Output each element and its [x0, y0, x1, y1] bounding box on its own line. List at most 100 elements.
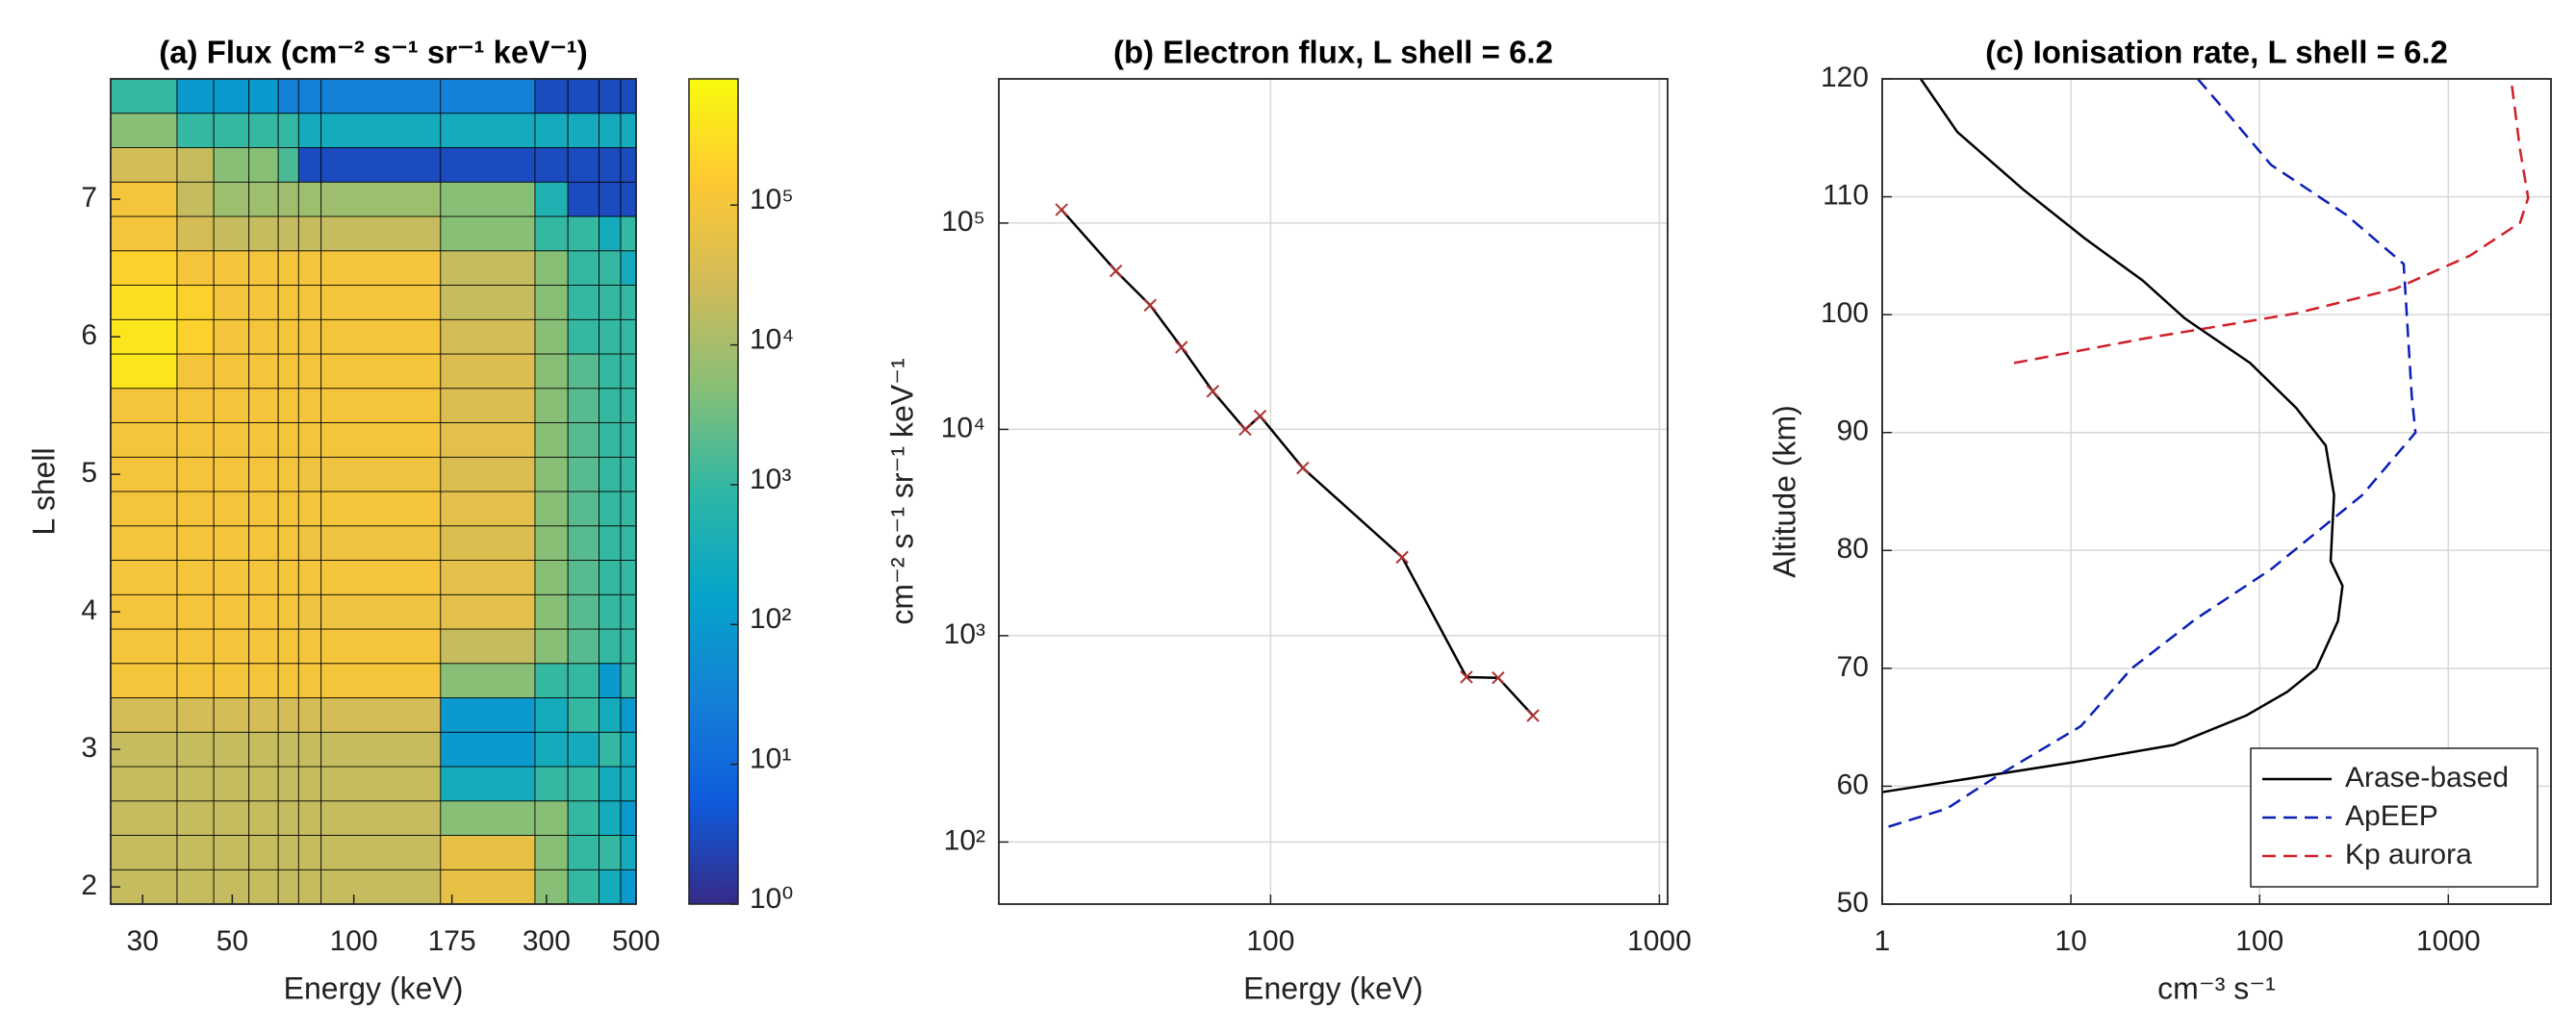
heatmap-cell	[320, 422, 442, 458]
heatmap-cell	[297, 147, 322, 183]
heatmap-cell	[248, 422, 279, 458]
heatmap-cell	[277, 388, 299, 423]
heatmap-cell	[534, 731, 569, 768]
heatmap-cell	[534, 560, 569, 595]
heatmap-cell	[320, 800, 442, 836]
x-axis-label: cm⁻³ s⁻¹	[2157, 970, 2276, 1005]
heatmap-cell	[110, 147, 178, 183]
heatmap-cell	[599, 215, 622, 252]
heatmap-cell	[176, 250, 215, 286]
heatmap-cell	[110, 388, 178, 423]
heatmap-cell	[297, 766, 322, 802]
heatmap-cell	[567, 800, 599, 836]
axes-frame	[1881, 78, 2552, 905]
data-marker	[1055, 203, 1068, 216]
heatmap-cell	[620, 525, 637, 561]
heatmap-cell	[440, 560, 536, 595]
heatmap-cell	[599, 697, 622, 733]
heatmap-cell	[277, 869, 299, 905]
heatmap-cell	[620, 388, 637, 423]
heatmap-cell	[320, 835, 442, 870]
heatmap-cell	[110, 491, 178, 527]
heatmap-cell	[599, 731, 622, 768]
heatmap-cell	[277, 285, 299, 320]
heatmap-cell	[320, 697, 442, 733]
heatmap-cell	[213, 318, 250, 355]
heatmap-cell	[176, 285, 215, 320]
heatmap-cell	[620, 215, 637, 252]
x-tick-label: 1	[1875, 925, 1891, 957]
heatmap-cell	[297, 835, 322, 870]
heatmap-cell	[110, 697, 178, 733]
heatmap-cell	[277, 113, 299, 148]
heatmap-cell	[176, 800, 215, 836]
heatmap-cell	[599, 766, 622, 802]
x-tick-label: 300	[523, 925, 571, 957]
heatmap-cell	[277, 422, 299, 458]
heatmap-cell	[620, 285, 637, 320]
heatmap-cell	[599, 800, 622, 836]
heatmap-cell	[534, 388, 569, 423]
heatmap-cell	[297, 869, 322, 905]
heatmap-cell	[534, 766, 569, 802]
heatmap-cell	[534, 250, 569, 286]
heatmap-cell	[567, 456, 599, 492]
legend-label: Kp aurora	[2345, 839, 2472, 870]
y-tick-label: 70	[1837, 651, 1869, 683]
panel: (c) Ionisation rate, L shell = 6.2 cm⁻³ s…	[1767, 35, 2552, 1005]
heatmap-cell	[620, 731, 637, 768]
heatmap-cell	[534, 491, 569, 527]
heatmap-cell	[567, 250, 599, 286]
y-tick-label: 90	[1837, 416, 1869, 447]
heatmap-cell	[599, 422, 622, 458]
heatmap-cell	[277, 78, 299, 114]
heatmap-cell	[440, 215, 536, 252]
heatmap-cell	[277, 525, 299, 561]
heatmap-cell	[599, 147, 622, 183]
data-marker	[1143, 298, 1157, 312]
heatmap-cell	[176, 318, 215, 355]
x-tick-label: 100	[2235, 925, 2283, 957]
heatmap-cell	[248, 491, 279, 527]
heatmap-cell	[534, 800, 569, 836]
panel: (b) Electron flux, L shell = 6.2 Energy (…	[884, 35, 1691, 1006]
panel: (a) Flux (cm⁻² s⁻¹ sr⁻¹ keV⁻¹) Energy (ke…	[26, 35, 794, 1006]
heatmap-cell	[110, 113, 178, 148]
data-marker	[1238, 422, 1252, 437]
heatmap-cell	[277, 593, 299, 630]
heatmap-cell	[320, 663, 442, 698]
heatmap-cell	[320, 250, 442, 286]
heatmap-cell	[110, 250, 178, 286]
axes-frame	[110, 78, 637, 905]
heatmap-cell	[320, 388, 442, 423]
heatmap-cell	[599, 663, 622, 698]
heatmap-cell	[213, 800, 250, 836]
heatmap-cell	[176, 491, 215, 527]
heatmap-cell	[176, 766, 215, 802]
heatmap-cell	[599, 181, 622, 217]
heatmap-cell	[599, 593, 622, 630]
colorbar-tick-label: 10⁵	[750, 184, 794, 215]
heatmap-cell	[248, 353, 279, 390]
heatmap-cell	[213, 663, 250, 698]
heatmap-cell	[248, 525, 279, 561]
x-tick-label: 175	[428, 925, 476, 957]
heatmap-cell	[213, 215, 250, 252]
heatmap-cell	[248, 663, 279, 698]
heatmap-cell	[297, 456, 322, 492]
heatmap-cell	[213, 731, 250, 768]
heatmap-cell	[567, 353, 599, 390]
data-line	[2013, 78, 2530, 365]
colorbar-tick-label: 10¹	[750, 743, 791, 775]
heatmap-cell	[320, 456, 442, 492]
heatmap-cell	[176, 593, 215, 630]
heatmap-cell	[440, 285, 536, 320]
heatmap-cell	[320, 869, 442, 905]
heatmap-cell	[320, 318, 442, 355]
heatmap-cell	[440, 731, 536, 768]
heatmap-cell	[110, 353, 178, 390]
heatmap-cell	[440, 663, 536, 698]
heatmap-cell	[599, 835, 622, 870]
heatmap-cell	[620, 628, 637, 665]
heatmap-cell	[248, 835, 279, 870]
